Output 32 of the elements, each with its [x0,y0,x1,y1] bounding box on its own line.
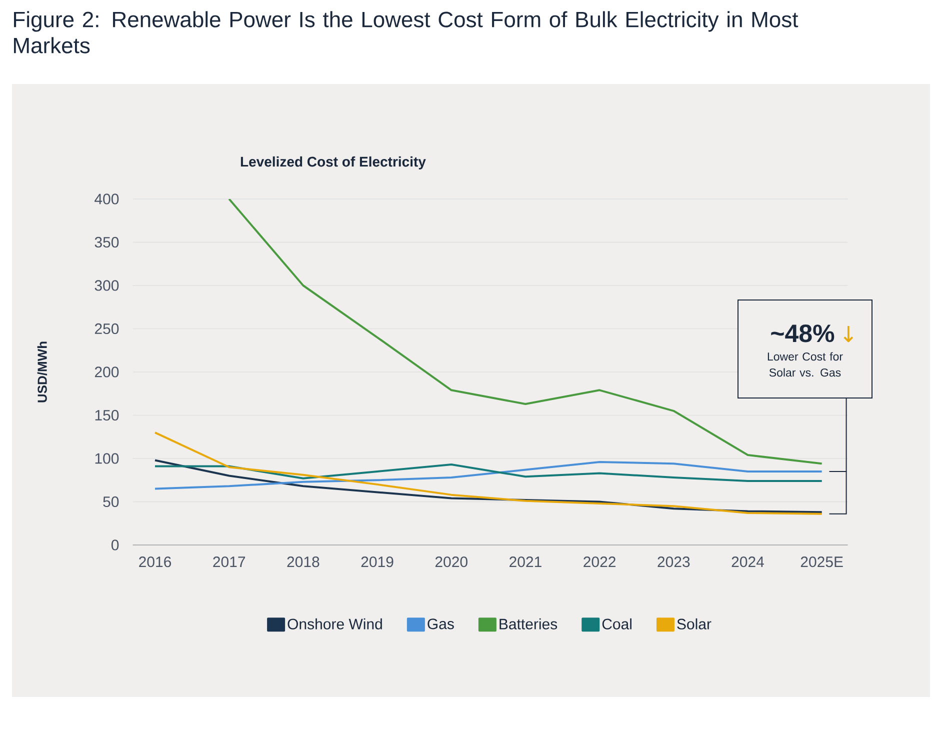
x-tick-label: 2022 [584,556,616,568]
legend-label: Gas [428,618,454,630]
y-tick-label: 150 [95,410,119,421]
y-tick-label: 400 [94,194,119,204]
x-tick-label: 2019 [361,556,394,568]
x-tick-label: 2021 [510,556,542,568]
x-tick-label: 2016 [139,556,172,568]
y-tick-label: 350 [94,236,119,248]
x-tick-label: 2018 [287,556,320,568]
chart-title: Figure 2: Renewable Power Is the Lowest Cost Form of Bulk Electricity in Most Markets [14,11,798,54]
x-tick-label: 2020 [435,556,468,568]
legend-label: Coal [602,618,632,630]
y-tick-label: 200 [94,366,119,378]
y-tick-label: 250 [94,323,119,334]
chart-subtitle: Levelized Cost of Electricity [240,156,426,170]
y-tick-label: 300 [94,280,119,291]
x-tick-label: 2017 [213,556,246,568]
y-tick-label: 0 [111,540,119,550]
legend-label: Batteries [500,618,558,630]
annotation: ~48% [771,324,834,342]
x-tick-label: 2023 [658,556,690,568]
x-tick-label: 2024 [732,556,764,568]
x-tick-label: 2025E [800,556,843,568]
line-series [154,460,823,490]
y-tick-label: 100 [95,453,119,464]
annotation: ↓ [844,326,854,342]
y-tick-label: 50 [103,496,119,508]
annotation: Lower Cost for Solar vs. Gas [768,352,843,377]
line-series [154,464,823,482]
legend-label: Onshore Wind [288,618,382,630]
y-axis-title: USD/MWh [37,342,48,402]
legend-label: Solar [677,618,712,630]
